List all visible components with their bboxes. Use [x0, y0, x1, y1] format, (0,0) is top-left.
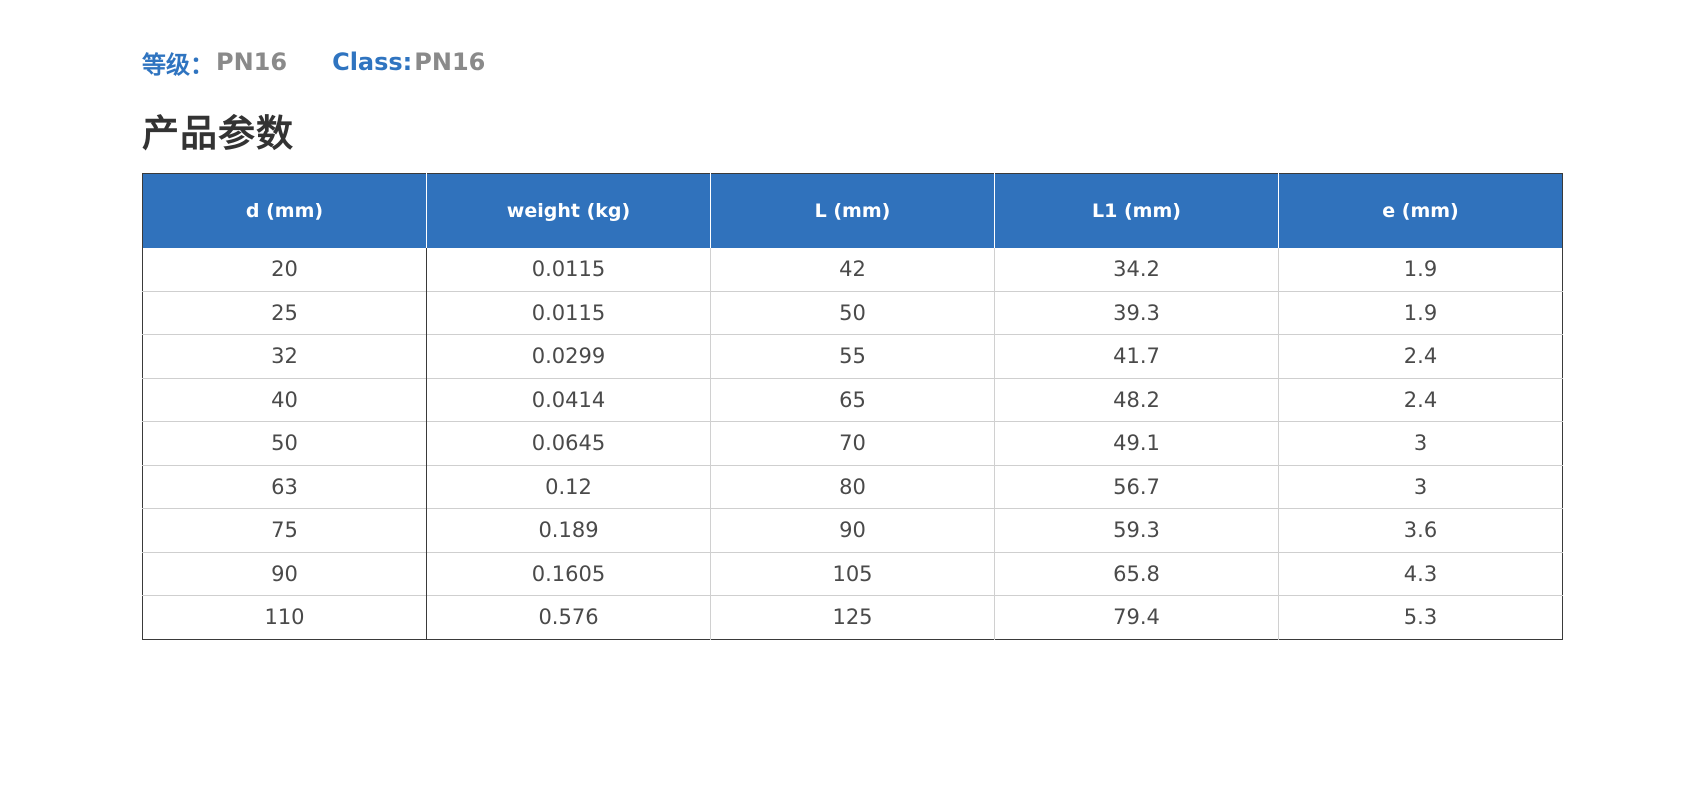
- cell-d: 50: [142, 421, 427, 465]
- table-row: 25 0.0115 50 39.3 1.9: [142, 290, 1563, 335]
- table-row: 75 0.189 90 59.3 3.6: [142, 508, 1563, 552]
- cell-l: 70: [710, 421, 995, 465]
- header-weight: weight (kg): [426, 173, 711, 248]
- cell-d: 25: [142, 290, 427, 335]
- table-row: 63 0.12 80 56.7 3: [142, 464, 1563, 509]
- cell-l1: 48.2: [994, 377, 1279, 422]
- table-row: 110 0.576 125 79.4 5.3: [142, 595, 1563, 639]
- cell-l: 105: [710, 551, 995, 596]
- cell-l1: 56.7: [994, 464, 1279, 509]
- cell-l: 125: [710, 595, 995, 639]
- cell-weight: 0.0115: [426, 290, 711, 335]
- cell-weight: 0.0414: [426, 377, 711, 422]
- cell-e: 3.6: [1278, 508, 1563, 552]
- cell-d: 40: [142, 377, 427, 422]
- cell-l: 42: [710, 248, 995, 291]
- cell-l1: 41.7: [994, 334, 1279, 378]
- cell-l1: 79.4: [994, 595, 1279, 639]
- cell-e: 2.4: [1278, 377, 1563, 422]
- cell-l: 50: [710, 290, 995, 335]
- cell-e: 4.3: [1278, 551, 1563, 596]
- table-row: 32 0.0299 55 41.7 2.4: [142, 334, 1563, 378]
- cell-l1: 65.8: [994, 551, 1279, 596]
- spec-table-body: 20 0.0115 42 34.2 1.9 25 0.0115 50 39.3 1.9 32 0.02…: [142, 248, 1563, 639]
- table-row: 20 0.0115 42 34.2 1.9: [143, 248, 1563, 291]
- spec-table-head: d (mm) weight (kg) L (mm) L1 (mm) e (mm): [142, 173, 1563, 248]
- header-d: d (mm): [142, 173, 427, 248]
- cell-weight: 0.1605: [426, 551, 711, 596]
- cell-weight: 0.12: [426, 464, 711, 509]
- cell-d: 90: [142, 551, 427, 596]
- cell-e: 1.9: [1278, 290, 1563, 335]
- cell-weight: 0.0645: [426, 421, 711, 465]
- cell-d: 75: [142, 508, 427, 552]
- cell-weight: 0.189: [426, 508, 711, 552]
- cell-e: 3: [1278, 464, 1563, 509]
- cell-e: 3: [1278, 421, 1563, 465]
- pressure-class-line: 等级： PN16 Class: PN16: [142, 44, 485, 80]
- cell-e: 5.3: [1278, 595, 1563, 639]
- class-en: Class: PN16: [332, 48, 485, 76]
- cell-l: 65: [710, 377, 995, 422]
- cell-d: 63: [142, 464, 427, 509]
- class-en-label: Class:: [332, 48, 413, 76]
- class-cn: 等级： PN16: [142, 45, 287, 80]
- cell-weight: 0.0115: [426, 248, 711, 291]
- cell-l1: 34.2: [994, 248, 1279, 291]
- cell-l1: 59.3: [994, 508, 1279, 552]
- cell-l1: 39.3: [994, 290, 1279, 335]
- header-e: e (mm): [1278, 173, 1563, 248]
- table-row: 50 0.0645 70 49.1 3: [142, 421, 1563, 465]
- section-title: 产品参数: [142, 112, 294, 155]
- cell-weight: 0.0299: [426, 334, 711, 378]
- cell-d: 110: [142, 595, 427, 639]
- table-row: 40 0.0414 65 48.2 2.4: [142, 377, 1563, 422]
- class-cn-label: 等级：: [142, 50, 214, 79]
- class-cn-value: PN16: [216, 48, 288, 76]
- class-en-value: PN16: [414, 48, 486, 76]
- cell-l: 90: [710, 508, 995, 552]
- header-row: d (mm) weight (kg) L (mm) L1 (mm) e (mm): [142, 173, 1563, 248]
- cell-e: 2.4: [1278, 334, 1563, 378]
- header-l: L (mm): [710, 173, 995, 248]
- cell-e: 1.9: [1278, 248, 1563, 291]
- cell-l1: 49.1: [994, 421, 1279, 465]
- header-l1: L1 (mm): [994, 173, 1279, 248]
- cell-weight: 0.576: [426, 595, 711, 639]
- cell-l: 55: [710, 334, 995, 378]
- table-row: 90 0.1605 105 65.8 4.3: [142, 551, 1563, 596]
- cell-l: 80: [710, 464, 995, 509]
- cell-d: 32: [142, 334, 427, 378]
- spec-table: d (mm) weight (kg) L (mm) L1 (mm) e (mm)…: [142, 173, 1563, 640]
- cell-d: 20: [271, 257, 298, 282]
